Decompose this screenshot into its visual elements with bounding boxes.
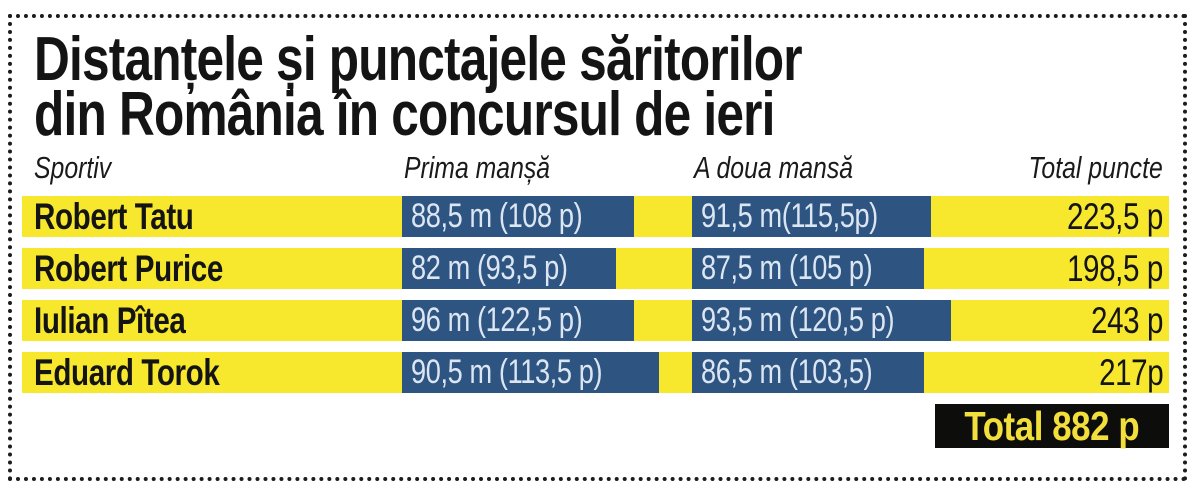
total-points-value: 217p	[1098, 351, 1164, 393]
header-total-label: Total puncte	[1028, 150, 1163, 185]
round1-value: 88,5 m (108 p)	[411, 197, 583, 235]
total-points-cell: 198,5 p	[972, 248, 1169, 289]
round2-cell: 91,5 m(115,5p)	[692, 196, 972, 237]
round1-cell: 90,5 m (113,5 p)	[402, 352, 692, 393]
column-header-athlete: Sportiv	[22, 150, 402, 186]
round1-cell: 96 m (122,5 p)	[402, 300, 692, 341]
table-header-row: Sportiv Prima manșă A doua mansă Total p…	[22, 148, 1169, 188]
round2-value: 86,5 m (103,5)	[701, 353, 873, 391]
total-points-value: 243 p	[1090, 299, 1163, 341]
grand-total-label: Total 882 p	[964, 402, 1140, 449]
column-header-round1: Prima manșă	[402, 150, 692, 186]
round2-value: 87,5 m (105 p)	[701, 249, 873, 287]
round2-cell: 86,5 m (103,5)	[692, 352, 972, 393]
round2-value: 91,5 m(115,5p)	[701, 197, 878, 235]
round1-value: 90,5 m (113,5 p)	[411, 353, 603, 391]
total-points-value: 223,5 p	[1067, 195, 1163, 237]
athlete-name: Robert Tatu	[34, 195, 194, 237]
round1-value: 82 m (93,5 p)	[411, 249, 568, 287]
table-row: Robert Purice 82 m (93,5 p) 87,5 m (105 …	[22, 248, 1169, 289]
round1-cell: 88,5 m (108 p)	[402, 196, 692, 237]
table-row: Iulian Pîtea 96 m (122,5 p) 93,5 m (120,…	[22, 300, 1169, 341]
header-round1-label: Prima manșă	[404, 150, 551, 185]
athlete-name-cell: Robert Purice	[22, 248, 402, 289]
title-line-1: Distanțele și punctajele săritorilor	[34, 25, 803, 94]
athlete-name-cell: Iulian Pîtea	[22, 300, 402, 341]
dotted-border-frame: Distanțele și punctajele săritorilor din…	[8, 14, 1187, 481]
athlete-name: Robert Purice	[34, 247, 223, 289]
column-header-round2: A doua mansă	[692, 150, 972, 186]
round1-value: 96 m (122,5 p)	[411, 301, 583, 339]
round2-value: 93,5 m (120,5 p)	[701, 301, 895, 339]
athlete-name-cell: Eduard Torok	[22, 352, 402, 393]
header-round2-label: A doua mansă	[694, 150, 854, 185]
athlete-name-cell: Robert Tatu	[22, 196, 402, 237]
grand-total-badge: Total 882 p	[935, 402, 1169, 449]
athlete-name: Iulian Pîtea	[34, 299, 186, 341]
total-points-value: 198,5 p	[1067, 247, 1163, 289]
table-row: Eduard Torok 90,5 m (113,5 p) 86,5 m (10…	[22, 352, 1169, 393]
round2-cell: 93,5 m (120,5 p)	[692, 300, 972, 341]
table-row: Robert Tatu 88,5 m (108 p) 91,5 m(115,5p…	[22, 196, 1169, 237]
total-points-cell: 217p	[972, 352, 1169, 393]
column-header-total: Total puncte	[972, 150, 1169, 186]
page-title: Distanțele și punctajele săritorilor din…	[34, 25, 1183, 149]
athlete-name: Eduard Torok	[34, 351, 220, 393]
round2-cell: 87,5 m (105 p)	[692, 248, 972, 289]
title-line-2: din România în concursul de ieri	[34, 80, 775, 149]
header-athlete-label: Sportiv	[34, 150, 112, 185]
total-points-cell: 223,5 p	[972, 196, 1169, 237]
grand-total-row: Total 882 p	[22, 402, 1169, 449]
total-points-cell: 243 p	[972, 300, 1169, 341]
round1-cell: 82 m (93,5 p)	[402, 248, 692, 289]
